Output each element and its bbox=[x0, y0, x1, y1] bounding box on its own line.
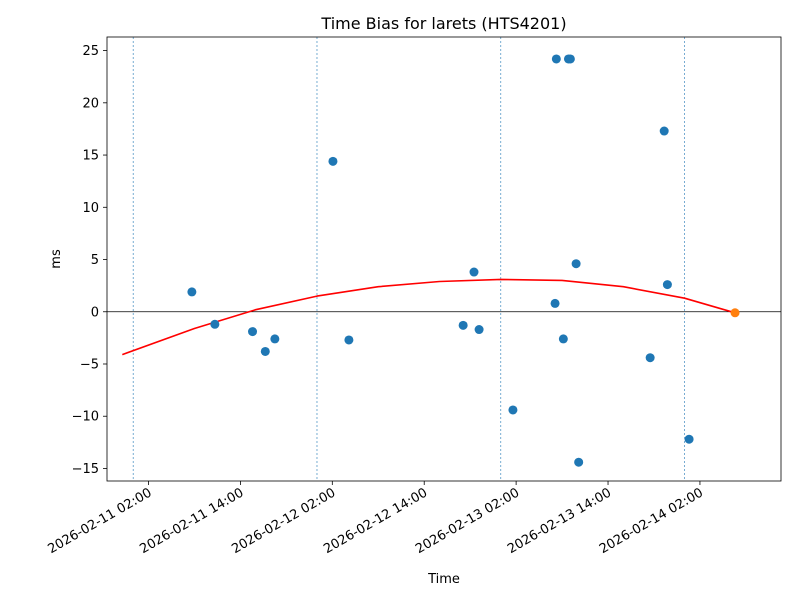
y-tick-label: 5 bbox=[91, 253, 99, 268]
y-axis-ticks: 25 20 15 10 5 0 −5 −10 −15 bbox=[72, 44, 107, 477]
y-tick-label: 10 bbox=[82, 201, 99, 216]
data-point bbox=[645, 353, 655, 363]
data-point bbox=[558, 334, 568, 344]
data-point bbox=[574, 457, 584, 467]
x-axis-label: Time bbox=[427, 572, 460, 587]
data-point bbox=[469, 267, 479, 277]
y-tick-label: −10 bbox=[72, 410, 99, 425]
data-point bbox=[260, 346, 270, 356]
data-point bbox=[551, 54, 561, 64]
y-tick-label: 20 bbox=[82, 96, 99, 111]
y-tick-label: −15 bbox=[72, 462, 99, 477]
data-point bbox=[571, 259, 581, 269]
points-layer bbox=[187, 54, 740, 467]
y-tick-label: −5 bbox=[80, 357, 99, 372]
data-point bbox=[458, 320, 468, 330]
data-point bbox=[508, 405, 518, 415]
data-point bbox=[730, 308, 740, 318]
fit-curve-layer bbox=[122, 278, 736, 356]
data-point bbox=[210, 319, 220, 329]
data-point bbox=[550, 298, 560, 308]
chart-title: Time Bias for larets (HTS4201) bbox=[320, 14, 566, 33]
data-point bbox=[270, 334, 280, 344]
day-lines bbox=[132, 37, 685, 481]
data-point bbox=[328, 156, 338, 166]
data-point bbox=[474, 325, 484, 335]
y-tick-label: 25 bbox=[82, 44, 99, 59]
data-point bbox=[248, 327, 258, 337]
data-point bbox=[344, 335, 354, 345]
fit-curve bbox=[122, 278, 736, 356]
data-point bbox=[187, 287, 197, 297]
data-point bbox=[565, 54, 575, 64]
y-tick-label: 0 bbox=[91, 305, 99, 320]
data-point bbox=[662, 280, 672, 290]
y-axis-label: ms bbox=[49, 249, 64, 269]
y-tick-label: 15 bbox=[82, 149, 99, 164]
data-point bbox=[684, 434, 694, 444]
plot-area-frame bbox=[106, 36, 782, 482]
data-point bbox=[659, 126, 669, 136]
